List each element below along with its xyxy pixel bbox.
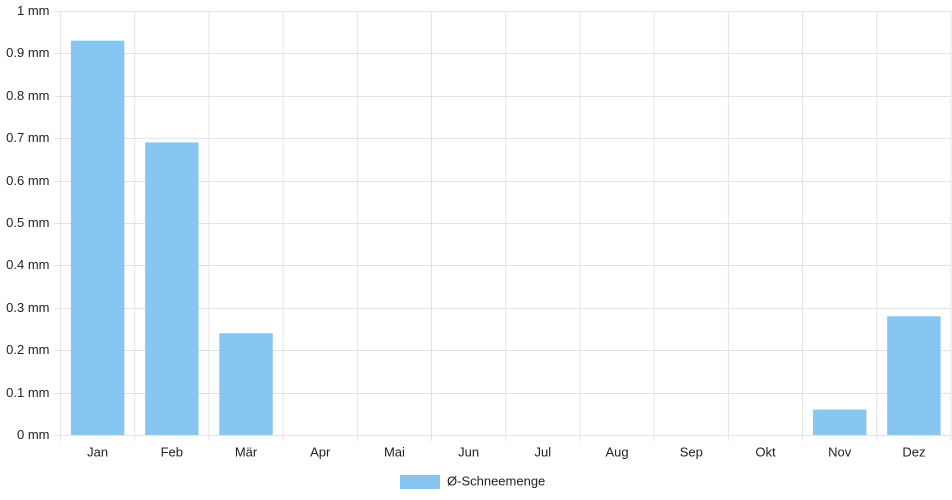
y-tick-label: 0.7 mm	[6, 130, 49, 145]
bar	[145, 142, 199, 435]
bar	[887, 316, 941, 435]
legend-label: Ø-Schneemenge	[447, 473, 545, 488]
x-tick-label: Jul	[535, 444, 552, 459]
y-tick-label: 0.6 mm	[6, 173, 49, 188]
bar	[812, 409, 867, 435]
y-tick-label: 0.5 mm	[6, 215, 49, 230]
y-tick-label: 0.3 mm	[6, 300, 49, 315]
x-tick-label: Jan	[87, 444, 108, 459]
x-tick-label: Apr	[310, 444, 331, 459]
bar	[70, 40, 125, 436]
x-tick-label: Dez	[902, 444, 925, 459]
x-tick-label: Nov	[828, 444, 852, 459]
y-tick-label: 0.2 mm	[6, 342, 49, 357]
x-tick-label: Mär	[235, 444, 258, 459]
x-tick-label: Mai	[384, 444, 405, 459]
x-tick-label: Sep	[680, 444, 703, 459]
y-tick-label: 0 mm	[17, 427, 50, 442]
x-tick-label: Okt	[755, 444, 776, 459]
y-tick-label: 0.4 mm	[6, 257, 49, 272]
x-tick-label: Feb	[161, 444, 183, 459]
y-tick-label: 0.9 mm	[6, 45, 49, 60]
y-tick-label: 1 mm	[17, 3, 50, 18]
legend-swatch	[400, 475, 440, 489]
y-tick-label: 0.1 mm	[6, 385, 49, 400]
y-tick-label: 0.8 mm	[6, 88, 49, 103]
x-tick-label: Jun	[458, 444, 479, 459]
x-tick-label: Aug	[605, 444, 628, 459]
bar	[219, 333, 273, 435]
